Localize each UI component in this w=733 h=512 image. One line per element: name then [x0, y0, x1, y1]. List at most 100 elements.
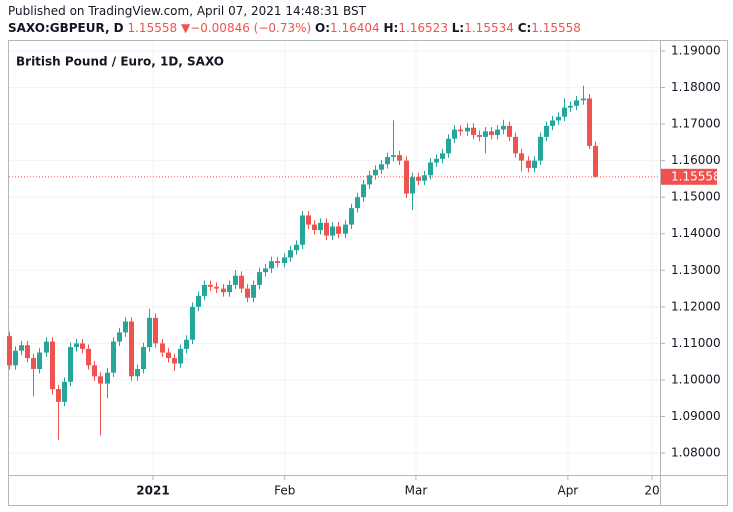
x-tick-label: Apr: [557, 484, 578, 498]
y-tick-label: 1.19000: [671, 43, 721, 57]
candle-body: [373, 169, 378, 176]
candle-body: [465, 127, 470, 132]
candle-body: [31, 358, 36, 369]
candle-body: [257, 272, 262, 285]
candle-body: [501, 125, 506, 130]
candle-body: [269, 261, 274, 269]
candle-body: [86, 348, 91, 366]
candle-body: [105, 372, 110, 384]
candle-body: [410, 177, 415, 194]
last-price: 1.15558: [127, 21, 178, 35]
candle-body: [202, 284, 207, 296]
candle-body: [92, 365, 97, 377]
candle-body: [294, 244, 299, 251]
candle-body: [397, 155, 402, 161]
candle-body: [221, 288, 226, 293]
candle-body: [13, 350, 18, 366]
y-tick-label: 1.18000: [671, 80, 721, 94]
candle-body: [489, 131, 494, 136]
candle-body: [349, 208, 354, 225]
candle-body: [44, 341, 49, 353]
candle-body: [562, 107, 567, 117]
candle-body: [440, 153, 445, 159]
candle-body: [251, 284, 256, 298]
y-tick-label: 1.11000: [671, 336, 721, 350]
candle-body: [526, 160, 531, 168]
candle-body: [336, 226, 341, 234]
candle-body: [367, 175, 372, 185]
y-tick-label: 1.14000: [671, 226, 721, 240]
symbol: SAXO:GBPEUR, D: [8, 21, 124, 35]
candle-body: [196, 295, 201, 307]
candle-body: [312, 224, 317, 231]
candle-body: [263, 268, 268, 273]
candle-body: [434, 158, 439, 163]
change: −0.00846 (−0.73%): [190, 21, 312, 35]
candle-body: [471, 127, 476, 136]
candle-body: [190, 306, 195, 340]
candle-body: [458, 129, 463, 132]
candle-body: [385, 156, 390, 165]
candle-body: [593, 145, 598, 177]
c-label: C:: [517, 21, 532, 35]
y-tick-label: 1.17000: [671, 117, 721, 131]
candle-body: [324, 222, 329, 236]
price-tag: [661, 168, 717, 185]
candle-body: [37, 352, 42, 369]
candle-body: [513, 136, 518, 154]
legend-line: SAXO:GBPEUR, D 1.15558 ▼−0.00846 (−0.73%…: [8, 21, 581, 35]
candle-body: [343, 224, 348, 234]
candle-body: [50, 341, 55, 390]
candle-body: [227, 284, 232, 293]
candle-body: [361, 184, 366, 198]
candle-body: [550, 120, 555, 126]
l-label: L:: [451, 21, 465, 35]
candle-body: [306, 215, 311, 225]
l-value: 1.15534: [464, 21, 514, 35]
candle-body: [300, 215, 305, 245]
candle-body: [391, 155, 396, 157]
candle-body: [74, 343, 79, 348]
y-tick-label: 1.12000: [671, 299, 721, 313]
candle-body: [123, 321, 128, 333]
candle-body: [129, 321, 134, 377]
candle-body: [141, 347, 146, 369]
candle-body: [153, 317, 158, 344]
candle-body: [495, 129, 500, 136]
y-tick-label: 1.15000: [671, 190, 721, 204]
candle-body: [556, 116, 561, 121]
candle-body: [587, 98, 592, 146]
candle-body: [214, 286, 219, 289]
candle-body: [208, 284, 213, 287]
candle-body: [19, 345, 24, 351]
candle-body: [56, 389, 61, 402]
candle-body: [568, 105, 573, 108]
arrow: ▼: [180, 21, 191, 35]
candle-body: [379, 164, 384, 170]
y-tick-label: 1.13000: [671, 263, 721, 277]
candle-body: [519, 153, 524, 161]
chart-title: British Pound / Euro, 1D, SAXO: [16, 55, 224, 69]
h-label: H:: [383, 21, 399, 35]
candle-body: [404, 160, 409, 194]
candle-body: [25, 345, 30, 359]
candle-body: [318, 222, 323, 231]
candle-body: [538, 136, 543, 161]
candle-body: [355, 197, 360, 209]
candle-body: [111, 341, 116, 373]
o-value: 1.16404: [330, 21, 380, 35]
y-tick-label: 1.16000: [671, 153, 721, 167]
h-value: 1.16523: [398, 21, 448, 35]
x-tick-label: Mar: [405, 484, 428, 498]
candle-body: [233, 275, 238, 285]
candle-body: [507, 125, 512, 137]
candle-body: [166, 352, 171, 359]
x-tick-label: 20: [644, 484, 659, 498]
candle-body: [282, 257, 287, 263]
price-tag-label: 1.15558: [671, 169, 721, 183]
candle-body: [135, 368, 140, 377]
candle-body: [7, 336, 12, 366]
candle-body: [275, 261, 280, 263]
y-tick-label: 1.10000: [671, 372, 721, 386]
